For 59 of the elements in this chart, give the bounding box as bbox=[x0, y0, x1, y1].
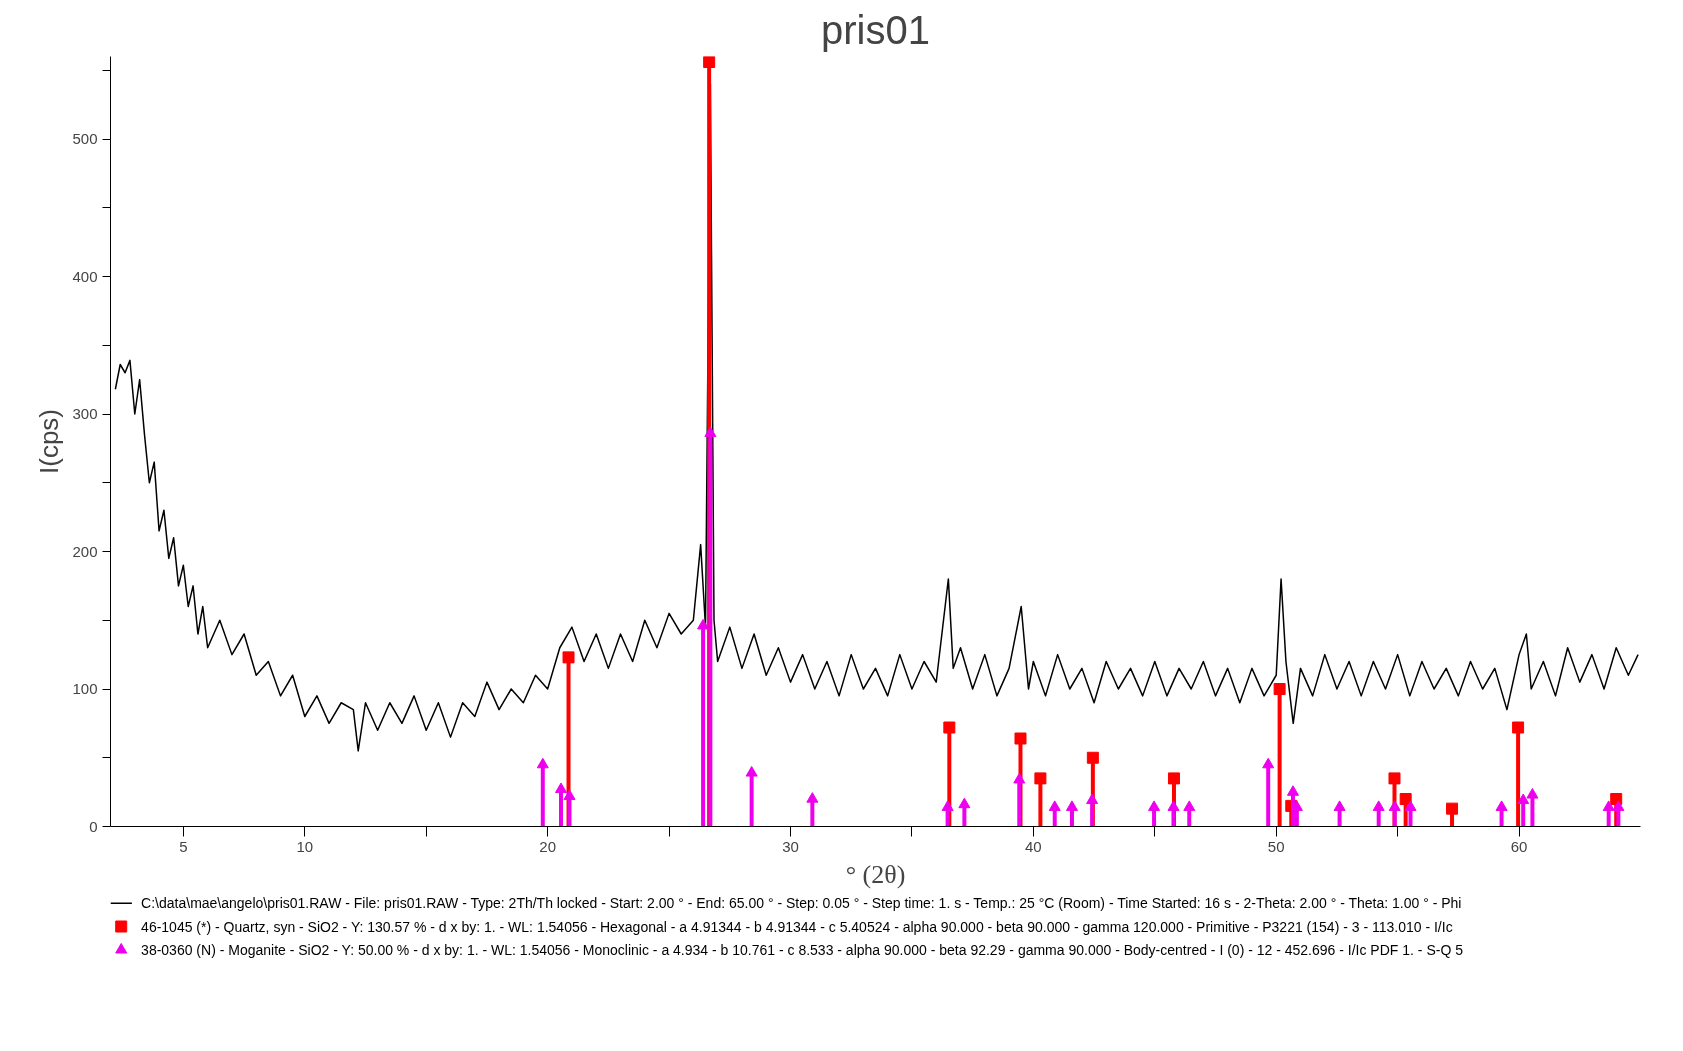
point bbox=[1290, 800, 1303, 811]
point bbox=[1013, 772, 1026, 784]
y-tick-label: 500 bbox=[72, 130, 98, 147]
point bbox=[943, 721, 956, 734]
x-tick-label: 20 bbox=[539, 837, 556, 855]
point bbox=[1495, 800, 1508, 811]
point bbox=[536, 757, 549, 769]
point bbox=[745, 766, 758, 777]
point bbox=[1065, 800, 1078, 811]
point bbox=[1167, 772, 1180, 785]
y-tick-label: 200 bbox=[72, 542, 98, 560]
point bbox=[563, 789, 576, 800]
x-tick-label: 40 bbox=[1025, 837, 1042, 855]
point bbox=[1262, 757, 1275, 769]
point bbox=[1333, 800, 1346, 811]
point bbox=[1086, 793, 1099, 805]
point bbox=[941, 800, 954, 811]
point bbox=[1148, 800, 1161, 811]
point bbox=[1273, 683, 1286, 695]
point bbox=[1612, 800, 1625, 811]
y-tick-label: 100 bbox=[72, 680, 98, 697]
x-tick-label: 50 bbox=[1267, 837, 1285, 855]
point bbox=[1086, 751, 1099, 764]
point bbox=[704, 426, 717, 437]
point bbox=[1602, 800, 1615, 811]
point bbox=[958, 797, 971, 809]
y-tick-label: 0 bbox=[89, 817, 98, 835]
y-tick-label: 300 bbox=[72, 405, 98, 422]
y-tick-label: 400 bbox=[72, 267, 98, 285]
point bbox=[1399, 793, 1412, 805]
point bbox=[1517, 793, 1530, 805]
legend-label: 38-0360 (N) - Moganite - SiO2 - Y: 50.00 % - d x by: 1. - WL: 1.54056 - Monoclinic - a 4.934 - b 10.761 - c 8.533 - alpha 90.000 - beta 92.29 - gamma 90.000 - Body-centred - I (0) - 12 - 452.696 - I/Ic PDF 1. - S-Q 5 bbox=[141, 941, 1464, 958]
point bbox=[1404, 800, 1417, 811]
legend-label: C:\data\mae\angelo\pris01.RAW - File: pris01.RAW - Type: 2Th/Th locked - Start: 2.00 ° - End: 65.00 ° - Step: 0.05 ° - Step time: 1. s - Temp.: 25 °C (Room) - Time Started: 16 s - 2-Theta: 2.00 ° - Theta: 1.00 ° - Phi bbox=[141, 895, 1462, 912]
x-tick-label: 5 bbox=[179, 837, 188, 855]
point bbox=[1167, 800, 1180, 811]
y-axis-title: I(cps) bbox=[34, 409, 65, 474]
chart-title: pris01 bbox=[821, 7, 930, 52]
point bbox=[1183, 800, 1196, 811]
point bbox=[1372, 800, 1385, 811]
x-axis-title: ° (2θ) bbox=[845, 859, 906, 889]
point bbox=[1388, 772, 1401, 785]
point bbox=[806, 792, 819, 803]
point bbox=[697, 618, 710, 630]
x-tick-label: 10 bbox=[296, 837, 314, 855]
x-tick-label: 30 bbox=[782, 837, 799, 855]
point bbox=[1286, 785, 1299, 796]
point bbox=[1446, 802, 1459, 815]
point bbox=[1014, 732, 1027, 745]
point bbox=[555, 782, 567, 794]
point bbox=[1048, 800, 1061, 811]
point bbox=[1512, 721, 1525, 734]
point bbox=[1034, 772, 1047, 785]
point bbox=[562, 651, 575, 664]
x-tick-label: 60 bbox=[1510, 837, 1528, 855]
point bbox=[703, 56, 716, 68]
legend-label: 46-1045 (*) - Quartz, syn - SiO2 - Y: 130.57 % - d x by: 1. - WL: 1.54056 - Hexagonal - a 4.91344 - b 4.91344 - c 5.40524 - alpha 90.000 - beta 90.000 - gamma 120.000 - Primitive - P3221 (154) - 3 - 113.010 - I/Ic bbox=[141, 918, 1453, 935]
point bbox=[1526, 788, 1539, 799]
point bbox=[1388, 800, 1401, 811]
